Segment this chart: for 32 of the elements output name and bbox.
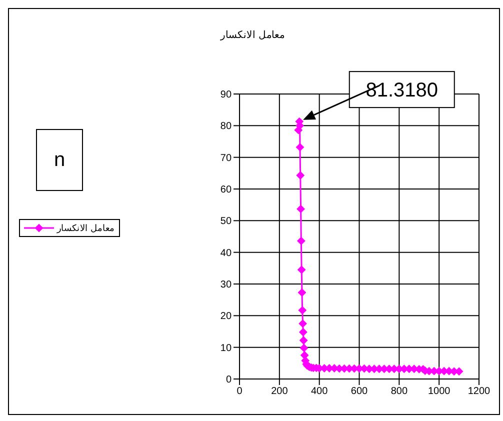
chart-title: معامل الانكسار — [219, 29, 286, 41]
legend-label: معامل الانكسار — [57, 223, 115, 233]
point — [300, 344, 308, 352]
point — [298, 320, 307, 328]
text: n — [36, 129, 83, 191]
annotation: 81.3180 — [366, 80, 438, 102]
y-tick-label: 50 — [220, 216, 232, 228]
x-tick-label: 400 — [311, 386, 328, 398]
y-tick-label: 30 — [220, 280, 232, 291]
y-tick-label: 70 — [220, 152, 232, 164]
x-tick-label: 0 — [236, 386, 243, 398]
point — [298, 288, 306, 297]
y-tick-label: 90 — [220, 90, 232, 101]
y-tick-label: 0 — [226, 374, 232, 386]
x-tick-label: 1200 — [468, 386, 491, 398]
point — [300, 336, 308, 344]
point — [299, 328, 308, 336]
x-tick-label: 1000 — [428, 386, 451, 398]
x-tick-label: 800 — [390, 386, 408, 398]
x-tick-label: 200 — [271, 386, 288, 398]
y-tick-label: 20 — [220, 311, 232, 322]
point — [296, 143, 304, 152]
x-tick-label: 600 — [350, 386, 368, 398]
y-tick-label: 60 — [220, 184, 232, 196]
point — [297, 236, 306, 245]
y-tick-label: 10 — [220, 342, 232, 354]
point — [296, 204, 305, 213]
point — [298, 266, 306, 274]
y-tick-label: 80 — [220, 121, 232, 132]
point — [298, 306, 306, 314]
y-tick-label: 40 — [220, 248, 232, 259]
point — [296, 171, 304, 180]
